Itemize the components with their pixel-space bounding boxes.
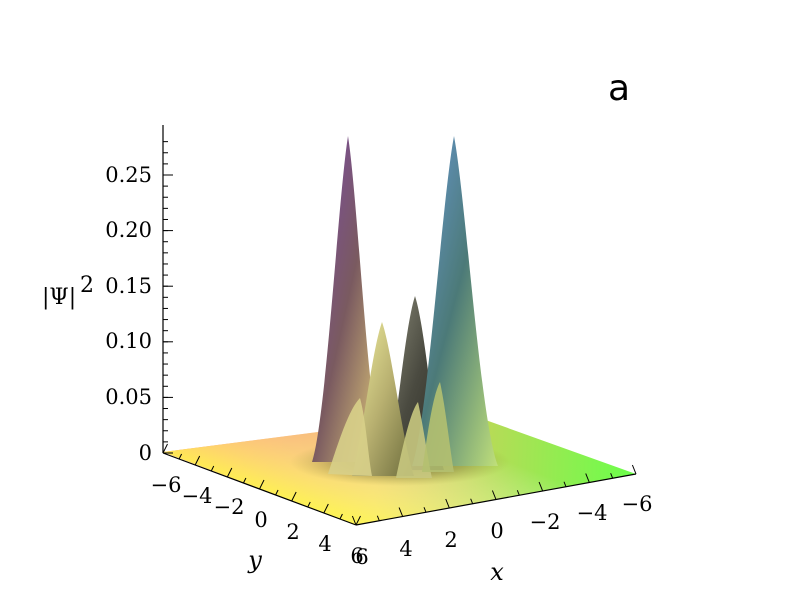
x-tick (516, 490, 520, 496)
x-tick (445, 498, 450, 509)
peak-center (352, 322, 414, 476)
y-tick (259, 479, 265, 490)
z-axis-label: |Ψ| (42, 285, 76, 310)
y-tick-label: 0 (254, 508, 267, 532)
x-tick (538, 481, 544, 492)
y-axis-title: y (247, 546, 262, 574)
x-tick-label: 2 (444, 528, 457, 552)
x-tick (585, 473, 590, 483)
x-tick (563, 481, 567, 487)
x-tick-label: −4 (577, 501, 608, 525)
peak-left-tall (312, 136, 384, 462)
z-tick-label: 0.05 (105, 385, 152, 409)
z-tick-label: 0.10 (105, 329, 152, 353)
y-tick-label: −2 (214, 495, 245, 519)
z-tick-label: 0 (139, 441, 152, 465)
y-tick-label: −4 (182, 484, 213, 508)
z-axis-title: |Ψ| 2 (42, 273, 94, 310)
x-tick (423, 507, 427, 513)
z-axis (162, 125, 173, 454)
z-tick-labels: 0.25 0.20 0.15 0.10 0.05 0 (105, 163, 152, 465)
x-tick-label: 6 (355, 545, 368, 569)
x-tick (351, 515, 357, 526)
y-tick (226, 467, 233, 478)
y-tick-labels: −6 −4 −2 0 2 4 6 (151, 473, 364, 568)
y-tick (242, 477, 247, 484)
y-tick-label: 2 (286, 520, 299, 544)
x-tick-label: −2 (530, 510, 561, 534)
y-tick (162, 443, 168, 454)
y-tick-label: 4 (318, 532, 331, 556)
panel-label: a (608, 68, 631, 109)
x-tick-labels: 6 4 2 0 −2 −4 −6 (355, 492, 652, 569)
y-tick (275, 489, 279, 496)
y-tick-label: 6 (350, 544, 363, 568)
ring-lobe-1 (328, 398, 372, 476)
y-tick (355, 515, 361, 526)
y-tick (307, 501, 311, 508)
x-tick-label: 4 (399, 537, 412, 561)
x-axis-title: x (490, 558, 504, 586)
x-tick (398, 507, 404, 517)
x-tick (376, 515, 380, 521)
y-tick (339, 513, 343, 520)
ring-lobe-3 (422, 382, 454, 472)
surface-peaks (312, 136, 498, 478)
y-tick (178, 453, 183, 460)
x-axis (351, 464, 637, 526)
y-tick (210, 465, 215, 472)
y-tick (194, 455, 201, 466)
y-tick (323, 503, 329, 514)
y-axis (162, 443, 361, 526)
z-tick-label: 0.20 (105, 218, 152, 242)
x-tick (610, 473, 614, 479)
y-tick (291, 491, 297, 502)
x-tick-label: −6 (622, 492, 653, 516)
peak-right-tall (412, 136, 498, 466)
z-tick-label: 0.15 (105, 274, 152, 298)
z-tick-label: 0.25 (105, 163, 152, 187)
ring-lobe-2 (396, 402, 432, 478)
x-tick (470, 498, 474, 504)
x-tick-label: 0 (490, 519, 503, 543)
y-tick-label: −6 (151, 473, 182, 497)
x-tick (491, 490, 497, 500)
x-tick (631, 464, 637, 475)
z-axis-label-exponent: 2 (80, 273, 94, 298)
